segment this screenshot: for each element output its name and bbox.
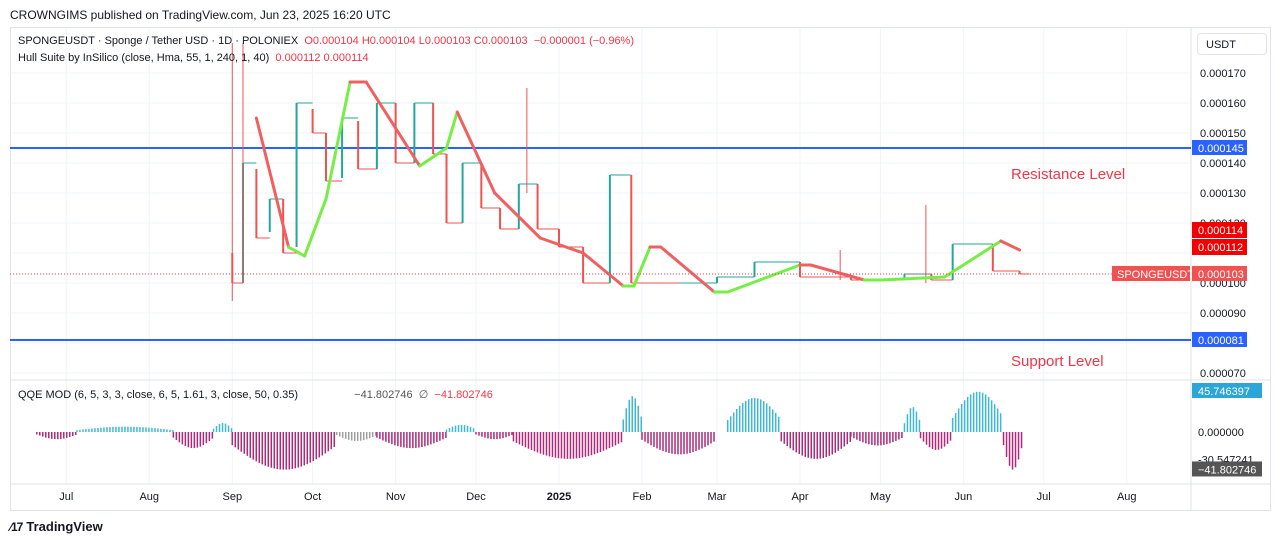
x-tick-9: Apr — [791, 491, 808, 503]
level-tag-bg-1 — [1192, 332, 1247, 347]
y-tick-4: 0.000130 — [1200, 188, 1246, 200]
change-value: −0.000001 (−0.96%) — [533, 35, 635, 47]
resistance-annotation: Resistance Level — [1011, 166, 1126, 183]
x-tick-2: Sep — [222, 491, 242, 503]
hull-tag-0: 0.000114 — [1198, 225, 1243, 237]
hull-segment-3 — [324, 80, 352, 201]
level-tag-0: 0.000145 — [1198, 143, 1244, 155]
hull-line — [254, 80, 1022, 294]
hull-segment-10 — [538, 236, 585, 255]
brand-label: TradingView — [26, 519, 103, 534]
x-tick-0: Jul — [59, 491, 73, 503]
y-tick-8: 0.000070 — [1200, 368, 1246, 380]
price-tags: 0.000145 0.000081 0.000114 0.000112 SPONGEUS… — [1112, 140, 1247, 347]
qqe-legend: QQE MOD (6, 5, 3, 3, close, 6, 5, 1.61, … — [18, 388, 493, 401]
qqe-tick-0: 45.746397 — [1198, 386, 1250, 398]
hull-segment-9 — [493, 191, 542, 240]
qqe-tag-bg-3 — [1192, 461, 1262, 477]
hull-segment-19 — [809, 263, 866, 282]
y-tick-2: 0.000150 — [1200, 128, 1246, 140]
x-tick-8: Mar — [708, 491, 727, 503]
qqe-value2: −41.802746 — [434, 389, 493, 401]
x-tick-12: Jul — [1037, 491, 1051, 503]
hull-segment-7 — [445, 110, 459, 150]
hull-segment-17 — [726, 263, 802, 294]
hull-segment-2 — [303, 197, 328, 258]
x-tick-10: May — [870, 491, 891, 503]
hull-segment-13 — [632, 245, 652, 288]
symbol-line: SPONGEUSDT · Sponge / Tether USD · 1D · … — [18, 35, 299, 47]
y-tick-3: 0.000140 — [1200, 158, 1246, 170]
time-axis: Jul Aug Sep Oct Nov Dec 2025 Feb Mar Apr May Jun Jul… — [59, 491, 1136, 503]
level-tag-bg-0 — [1192, 140, 1247, 155]
x-tick-1: Aug — [139, 491, 159, 503]
x-tick-5: Dec — [466, 491, 486, 503]
hull-label: Hull Suite by InSilico (close, Hma, 55, … — [18, 52, 270, 64]
hull-segment-21 — [878, 275, 947, 282]
qqe-value: −41.802746 — [354, 389, 413, 401]
hull-tag-bg-1 — [1192, 239, 1247, 255]
qqe-histogram — [36, 391, 1023, 470]
hull-segment-11 — [581, 251, 625, 288]
last-price-tag: 0.000103 — [1198, 269, 1244, 281]
qqe-sep: ∅ — [418, 389, 429, 401]
x-tick-7: Feb — [633, 491, 652, 503]
qqe-tag-bg-0 — [1192, 383, 1262, 398]
hull-segment-0 — [254, 116, 291, 249]
hull-segment-8 — [455, 110, 497, 195]
tradingview-brand[interactable]: ⁄17 TradingView — [10, 519, 103, 534]
x-tick-4: Nov — [386, 491, 406, 503]
level-tag-1: 0.000081 — [1198, 335, 1244, 347]
x-tick-6: 2025 — [547, 491, 571, 503]
symbol-legend: SPONGEUSDT · Sponge / Tether USD · 1D · … — [18, 35, 634, 47]
hull-segment-5 — [364, 80, 422, 168]
chart-frame — [10, 27, 1271, 511]
hull-legend: Hull Suite by InSilico (close, Hma, 55, … — [18, 52, 369, 64]
ohlc-values: O0.000104 H0.000104 L0.000103 C0.000103 — [304, 35, 528, 47]
hull-tag-bg-0 — [1192, 222, 1247, 238]
qqe-label: QQE MOD (6, 5, 3, 3, close, 6, 5, 1.61, … — [18, 389, 299, 401]
tradingview-logo-icon: ⁄17 — [10, 519, 23, 534]
y-tick-7: 0.000090 — [1200, 308, 1246, 320]
hull-values: 0.000112 0.000114 — [275, 52, 369, 64]
hull-segment-22 — [943, 239, 1003, 279]
hull-segment-23 — [999, 239, 1022, 252]
y-tick-1: 0.000160 — [1200, 98, 1246, 110]
qqe-tick-1: 0.000000 — [1198, 427, 1244, 439]
hull-segment-1 — [287, 245, 307, 258]
x-tick-11: Jun — [954, 491, 972, 503]
last-price-tag-bg — [1192, 266, 1247, 281]
publisher-line: CROWNGIMS published on TradingView.com, … — [10, 8, 391, 22]
currency-selector[interactable]: USDT — [1197, 33, 1267, 55]
x-tick-3: Oct — [304, 491, 321, 503]
support-annotation: Support Level — [1011, 353, 1104, 370]
last-symbol-tag-bg — [1112, 266, 1190, 281]
qqe-tick-3: −41.802746 — [1198, 464, 1256, 476]
hull-segment-15 — [659, 245, 716, 294]
x-tick-13: Aug — [1117, 491, 1137, 503]
support-resistance-levels — [10, 147, 1191, 341]
last-symbol-tag: SPONGEUSDT — [1117, 269, 1194, 281]
y-tick-0: 0.000170 — [1200, 68, 1246, 80]
hull-tag-1: 0.000112 — [1198, 242, 1243, 254]
hull-segment-6 — [418, 146, 449, 168]
